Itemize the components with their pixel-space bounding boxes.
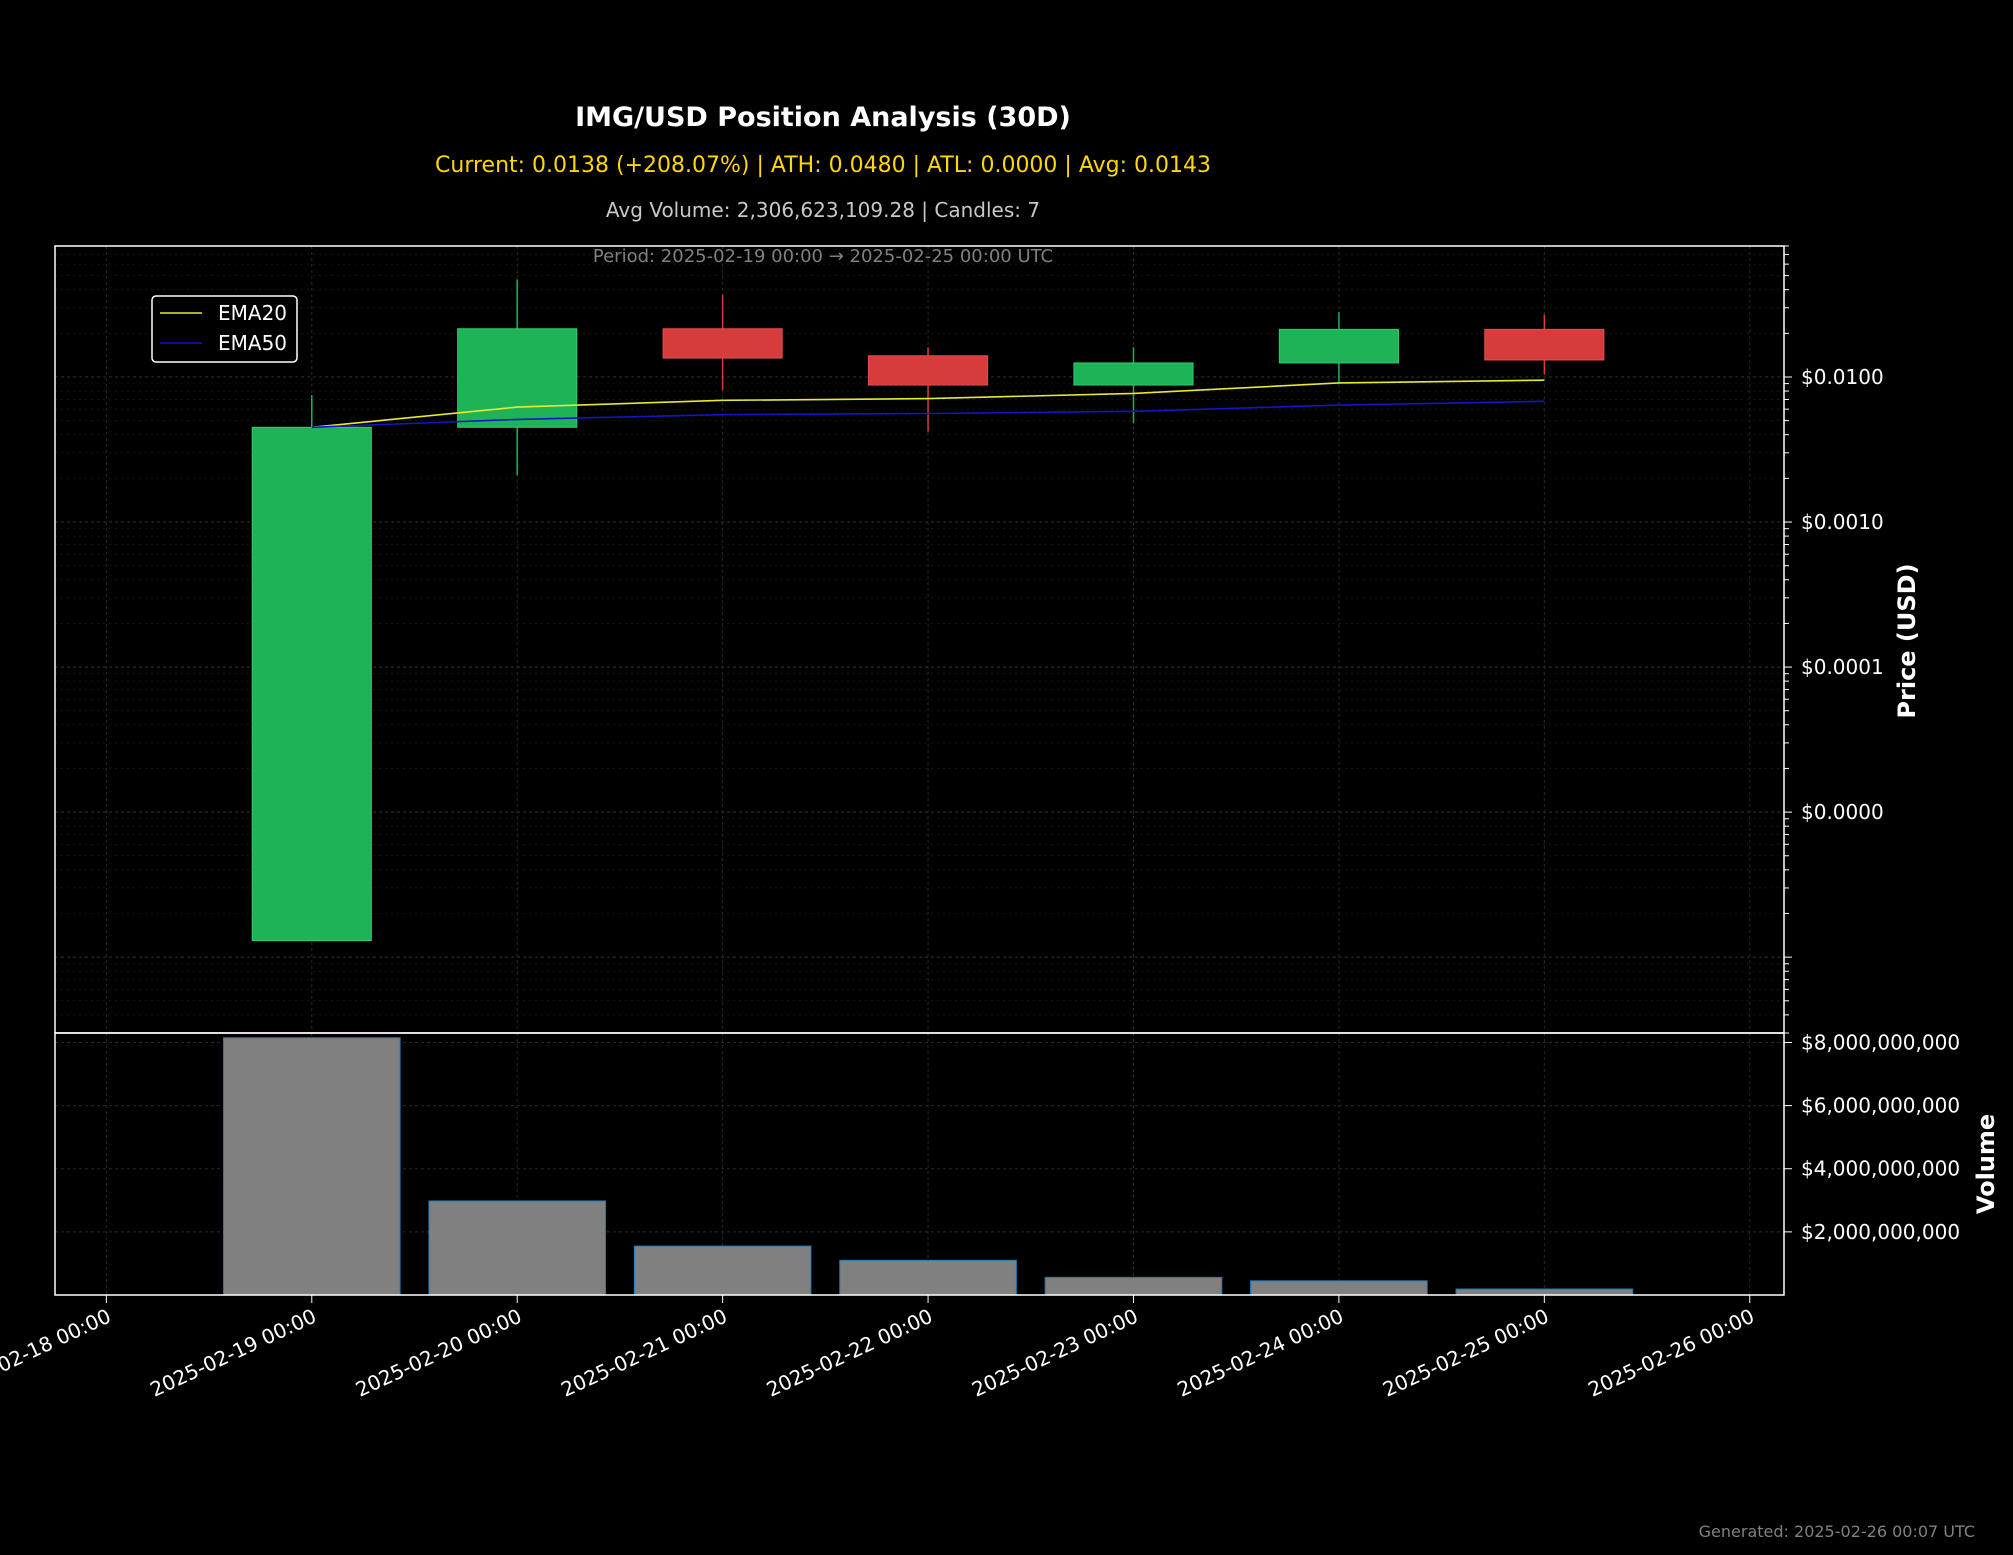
volume-bar [839,1259,1017,1296]
chart-title: IMG/USD Position Analysis (30D) [575,102,1071,133]
volume-panel-frame [54,1032,1785,1296]
candle-body-down [662,328,783,359]
generated-timestamp: Generated: 2025-02-26 00:07 UTC [1699,1522,1975,1541]
volume-tick-label: $4,000,000,000 [1801,1157,1960,1181]
candle-body-up [251,426,372,942]
candle-body-down [1484,328,1605,361]
legend-label-ema20: EMA20 [218,301,287,325]
volume-tick-label: $2,000,000,000 [1801,1220,1960,1244]
price-tick-label: $0.0001 [1801,655,1884,679]
volume-tick-label: $8,000,000,000 [1801,1030,1960,1054]
volume-y-axis: $2,000,000,000 $4,000,000,000 $6,000,000,0… [1784,1030,1960,1244]
volume-bars [222,1037,1634,1296]
volume-subtitle: Avg Volume: 2,306,623,109.28 | Candles: … [606,198,1040,222]
price-tick-label: $0.0010 [1801,510,1884,534]
volume-bar [633,1245,812,1296]
volume-bar [428,1200,607,1296]
price-tick-label: $0.0000 [1801,800,1884,824]
candlesticks [251,279,1605,942]
price-axis-label: Price (USD) [1893,563,1921,718]
candle-body-up [1278,328,1399,364]
candle-body-up [457,328,578,428]
price-y-axis: $0.0000 $0.0001 $0.0010 $0.0100 [1801,365,1884,824]
volume-bar [222,1037,401,1296]
volume-bar [1044,1276,1223,1296]
legend: EMA20 EMA50 [151,295,298,363]
stats-subtitle: Current: 0.0138 (+208.07%) | ATH: 0.0480… [435,153,1211,178]
candle-body-up [1073,362,1194,386]
ema-line-ema20 [311,379,1545,429]
legend-label-ema50: EMA50 [218,331,287,355]
candle-body-down [867,355,989,386]
volume-axis-label: Volume [1972,1114,2000,1214]
volume-bar [1250,1280,1428,1296]
ema-lines [311,379,1545,429]
price-tick-label: $0.0100 [1801,365,1884,389]
volume-tick-label: $6,000,000,000 [1801,1094,1960,1118]
volume-bar [1455,1288,1634,1296]
period-label: Period: 2025-02-19 00:00 → 2025-02-25 00… [593,246,1053,267]
ema-line-ema50 [311,400,1545,429]
